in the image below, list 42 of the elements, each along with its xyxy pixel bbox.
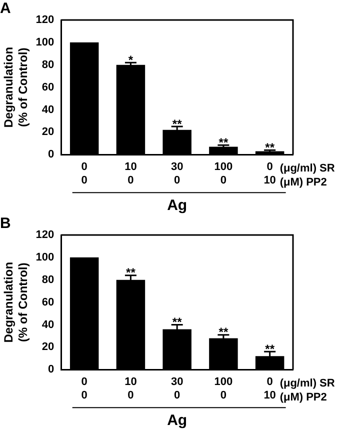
y-tick-label: 120	[36, 229, 54, 242]
y-tick-label: 20	[42, 341, 54, 354]
data-label: **	[172, 315, 182, 330]
y-tick-label: 40	[42, 318, 54, 331]
data-label: **	[265, 140, 275, 154]
y-tick-label: 20	[42, 126, 54, 138]
x-tick-label: 10 0	[124, 161, 137, 186]
x-tick-label: 30 0	[170, 161, 184, 186]
x-tick-label: 0 0	[81, 376, 88, 402]
y-tick-label: 100	[36, 251, 54, 264]
y-axis-title: Degranulation (% of Control)	[2, 262, 30, 343]
y-tick-label: 100	[36, 36, 54, 48]
data-label: *	[128, 52, 134, 67]
y-axis-title: Degranulation (% of Control)	[2, 46, 30, 128]
y-tick-label: 0	[48, 364, 54, 376]
y-tick-label: 120	[36, 14, 54, 26]
y-tick-label: 60	[42, 81, 54, 94]
x-tick-label: 0 10	[264, 161, 276, 186]
y-tick-label: 80	[42, 58, 54, 71]
x-axis-title: Ag	[167, 197, 188, 214]
y-tick-label: 60	[42, 296, 54, 308]
text: (μM) PP2	[280, 176, 327, 189]
text: (μg/ml) SR	[280, 378, 335, 390]
y-tick-label: 40	[42, 104, 54, 116]
chart-title: A	[0, 0, 11, 18]
data-label: **	[126, 266, 136, 280]
x-tick-label: 100 0	[214, 161, 233, 186]
data-label: **	[265, 342, 275, 356]
x-tick-label: 30 0	[170, 376, 184, 402]
text: (μM) PP2	[280, 392, 327, 404]
y-tick-label: 0	[48, 148, 54, 161]
data-label: **	[218, 325, 228, 340]
data-label: **	[172, 116, 182, 131]
text: (μg/ml) SR	[280, 162, 335, 175]
y-tick-label: 80	[42, 274, 54, 286]
x-tick-label: 0 0	[81, 161, 88, 186]
x-axis-title: Ag	[167, 412, 188, 430]
chart-title: B	[0, 215, 11, 232]
x-tick-label: 100 0	[214, 376, 233, 402]
data-label: **	[218, 135, 228, 150]
x-tick-label: 0 10	[264, 376, 276, 402]
x-tick-label: 10 0	[124, 376, 137, 402]
